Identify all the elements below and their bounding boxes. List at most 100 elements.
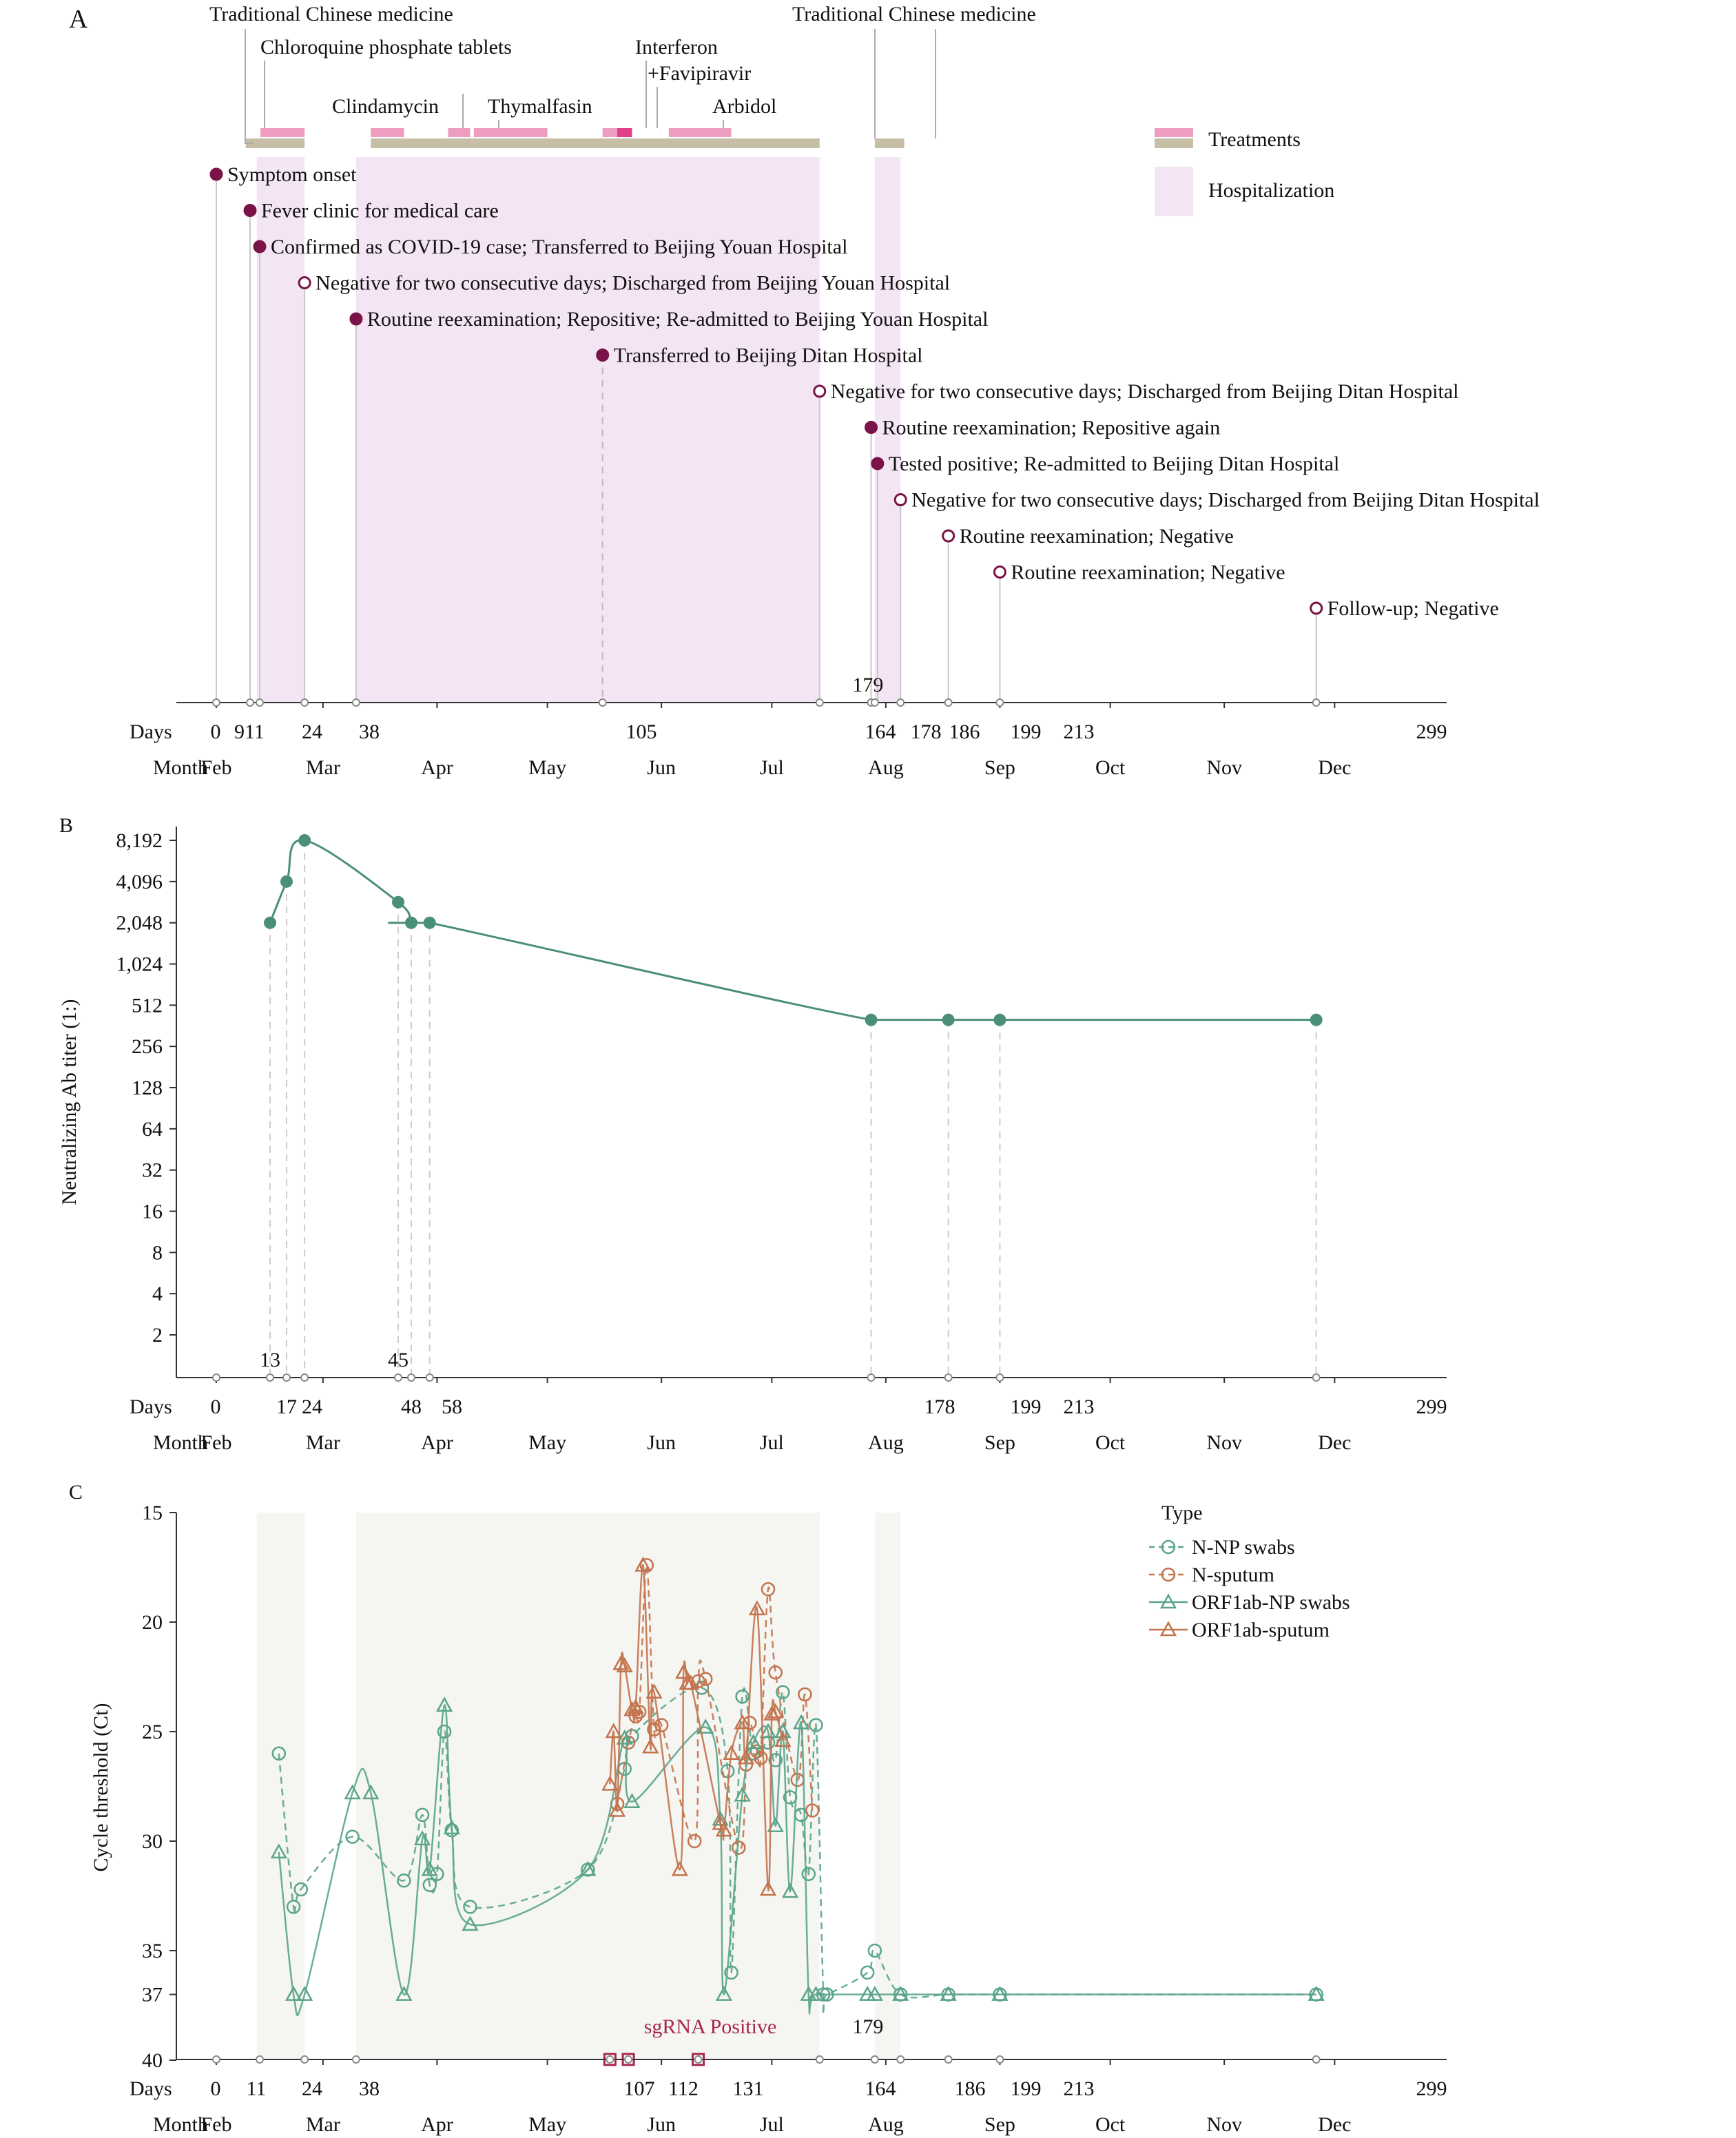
ct-point-triangle (634, 1556, 652, 1572)
ct-point-triangle (734, 1714, 751, 1730)
hospitalization-band (355, 157, 820, 703)
ct-point-circle (776, 1685, 790, 1700)
ct-point-triangle (344, 1784, 361, 1800)
ct-point-triangle (759, 1880, 777, 1896)
day-tick-label: 911 (234, 720, 265, 743)
ct-point-triangle (767, 1817, 784, 1832)
series-line (278, 1686, 1316, 2015)
y-tick-label: 40 (142, 2049, 163, 2072)
treatment-bar (371, 128, 404, 137)
ct-point-triangle (608, 1801, 626, 1817)
event-marker (349, 312, 363, 326)
event-marker (942, 529, 955, 543)
legend-label: ORF1ab-sputum (1192, 1619, 1330, 1641)
titer-curve (269, 839, 1316, 1021)
event-label: Follow-up; Negative (1327, 597, 1499, 620)
y-tick-label: 64 (142, 1118, 163, 1141)
axis-day-marker (995, 698, 1004, 707)
ct-point-triangle (579, 1860, 597, 1876)
month-label-may: May (528, 1431, 566, 1454)
y-tick-label: 128 (132, 1077, 163, 1099)
ct-point-circle (463, 1900, 477, 1914)
axis-day-marker (815, 698, 824, 707)
y-tick-label: 35 (142, 1940, 163, 1962)
month-axis-label: Month (153, 2113, 208, 2136)
day-tick-label-upper: 45 (388, 1349, 409, 1371)
ct-point-triangle (413, 1830, 431, 1846)
month-label-nov: Nov (1206, 2113, 1242, 2136)
titer-point (993, 1013, 1006, 1026)
ct-point-circle (1161, 1567, 1176, 1582)
ct-point-triangle (395, 1986, 413, 2001)
axis-day-marker (212, 1373, 220, 1382)
day-tick-label: 299 (1416, 1395, 1447, 1418)
day-tick-label: 105 (626, 720, 657, 743)
axis-day-marker (300, 698, 309, 707)
day-tick-label: 186 (955, 2077, 986, 2100)
event-label: Confirmed as COVID-19 case; Transferred … (271, 236, 847, 258)
month-label-feb: Feb (201, 756, 232, 779)
antibody-plot: 2481632641282565121,0242,0484,0968,192Ne… (58, 827, 1447, 1454)
legend: Treatments Hospitalization (1155, 128, 1334, 216)
event-label: Negative for two consecutive days; Disch… (316, 272, 950, 295)
ct-point-circle (286, 1900, 301, 1914)
day-tick-label: 199 (1011, 2077, 1042, 2100)
event-marker (243, 204, 257, 217)
event-label: Tested positive; Re-admitted to Beijing … (889, 453, 1339, 475)
ct-point-circle (430, 1867, 444, 1881)
event-label: Transferred to Beijing Ditan Hospital (614, 344, 923, 367)
ct-point-triangle (645, 1683, 663, 1699)
ct-point-triangle (1159, 1593, 1177, 1609)
month-label-aug: Aug (868, 1431, 904, 1454)
ct-point-triangle (296, 1986, 313, 2001)
axis-day-marker (694, 2055, 703, 2064)
series-line (609, 1564, 784, 1891)
ct-point-circle (654, 1718, 669, 1732)
ct-point-triangle (892, 1986, 909, 2001)
day-tick-label: 299 (1416, 2077, 1447, 2100)
legend-swatch-hospitalization (1155, 167, 1193, 216)
day-tick-label: 199 (1011, 1395, 1042, 1418)
ct-point-circle (754, 1750, 768, 1765)
hospitalization-band (256, 1513, 305, 2059)
axis-day-marker (624, 2055, 633, 2064)
titer-point (865, 1013, 878, 1026)
month-label-may: May (528, 2113, 566, 2136)
drug-labels: Traditional Chinese medicine Chloroquine … (209, 3, 1036, 144)
ct-point-triangle (623, 1793, 641, 1809)
day-tick-label-upper: 179 (852, 674, 883, 696)
ct-point-circle (698, 1672, 713, 1686)
month-label-jul: Jul (760, 2113, 784, 2136)
axis-day-marker (256, 698, 264, 707)
titer-point (298, 834, 311, 847)
ct-point-triangle (435, 1696, 453, 1712)
day-tick-label: 131 (733, 2077, 764, 2100)
ct-plot: 15 20 25 30 35 37 40 Cycle threshold (Ct) sgRNA … (90, 1502, 1447, 2136)
day-tick-label: 11 (247, 2077, 267, 2100)
ct-point-triangle (745, 1734, 762, 1750)
ct-point-circle (761, 1582, 776, 1597)
drug-label: Arbidol (712, 95, 776, 118)
ct-point-triangle (1308, 1986, 1325, 2001)
axis-day-marker (944, 698, 953, 707)
ct-point-circle (801, 1867, 816, 1881)
event-markers: Symptom onset Fever clinic for medical ca… (209, 163, 1540, 703)
ct-point-triangle (421, 1860, 438, 1876)
titer-point (1310, 1013, 1323, 1026)
ct-point-circle (735, 1689, 750, 1704)
event-marker (813, 384, 827, 398)
axis-day-marker (1312, 1373, 1321, 1382)
axis-day-marker (995, 2055, 1004, 2064)
event-label: Routine reexamination; Repositive again (882, 417, 1221, 439)
ct-point-circle (721, 1763, 735, 1778)
axis-day-marker (1312, 2055, 1321, 2064)
axis-day-marker (870, 2055, 879, 2064)
y-tick-label: 1,024 (116, 953, 163, 976)
ct-point-triangle (623, 1701, 641, 1716)
day-tick-label-upper: 179 (852, 2015, 883, 2038)
axis-day-marker (944, 1373, 953, 1382)
axis-day-marker (266, 1373, 274, 1382)
month-label-apr: Apr (421, 756, 453, 779)
month-label-aug: Aug (868, 2113, 904, 2136)
ct-point-triangle (734, 1786, 751, 1802)
